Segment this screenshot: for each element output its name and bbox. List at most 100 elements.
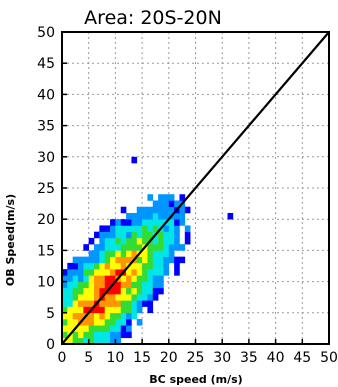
density-cell [120,325,127,332]
density-cell [115,225,122,232]
density-cell [83,306,89,314]
y-tick-label: 30 [37,150,55,166]
density-cell [115,325,122,332]
density-cell [72,337,79,345]
density-cell [115,306,122,314]
density-cell [131,250,138,257]
density-cell [120,287,127,295]
y-tick-label: 25 [37,181,55,197]
density-cell [88,294,95,301]
density-cell [104,269,111,276]
density-cell [136,269,143,276]
density-cell [136,219,143,226]
density-cell [67,325,73,332]
density-cell [142,300,148,307]
x-tick-label: 30 [213,350,231,366]
density-cell [62,269,68,276]
density-cell [67,275,73,282]
density-cell [104,262,111,270]
density-cell [99,250,106,257]
density-cell [99,300,106,307]
density-cell [152,294,159,301]
y-tick-label: 10 [37,275,55,291]
density-cell [99,287,106,295]
density-cell [136,319,143,326]
density-cell [110,231,116,239]
x-tick-label: 20 [160,350,178,366]
density-cell [168,219,175,226]
density-cell [158,231,164,239]
density-cell [147,244,154,251]
density-cell [126,269,132,276]
density-cell [104,237,111,245]
density-cell [94,306,100,314]
density-cell [104,325,111,332]
density-cell [131,269,138,276]
density-cell [67,287,73,295]
density-cell [88,300,95,307]
density-cell [83,256,89,264]
density-cell [136,244,143,251]
density-cell [163,244,170,251]
density-cell [83,300,89,307]
density-cell [94,325,100,332]
density-cell [136,231,143,239]
density-cell [142,225,148,232]
density-cell [83,281,89,289]
density-cell [94,231,100,239]
density-cell [126,256,132,264]
density-cell [115,262,122,270]
density-cell [131,156,138,164]
density-cell [120,294,127,301]
density-cell [78,312,84,320]
x-tick-label: 15 [133,350,151,366]
density-cell [72,306,79,314]
density-cell [174,244,180,251]
density-cell [120,300,127,307]
density-cell [136,294,143,301]
density-cell [115,269,122,276]
density-cell [104,250,111,257]
density-cell [115,237,122,245]
density-cell [131,237,138,245]
chart-title: Area: 20S-20N [84,7,222,29]
density-cell [78,287,84,295]
density-cell [184,206,191,214]
density-cell [142,237,148,245]
density-cell [110,237,116,245]
density-cell [104,225,111,232]
density-cell [158,219,164,226]
density-cell [62,275,68,282]
density-cell [94,337,100,345]
density-cell [99,281,106,289]
density-cell [110,294,116,301]
density-cell [99,319,106,326]
density-cell [110,337,116,345]
density-cell [142,281,148,289]
density-cell [152,219,159,226]
y-axis-ticks: 0 5 10 15 20 25 30 35 40 45 50 [37,25,67,353]
density-cell [99,312,106,320]
density-cell [158,262,164,270]
density-cell [158,194,164,201]
density-cell [152,200,159,208]
density-cell [131,212,138,220]
density-cell [174,256,180,264]
density-cell [83,287,89,295]
density-cell [83,269,89,276]
density-cell [136,225,143,232]
density-cell [147,194,154,201]
density-cell [120,237,127,245]
density-cell [142,250,148,257]
density-cell [83,275,89,282]
density-cell [78,275,84,282]
density-cell [179,256,186,264]
density-cell [88,250,95,257]
density-cell [94,250,100,257]
density-cell [99,269,106,276]
density-cell [99,256,106,264]
density-cell [168,237,175,245]
density-cell [67,262,73,270]
density-cell [110,275,116,282]
